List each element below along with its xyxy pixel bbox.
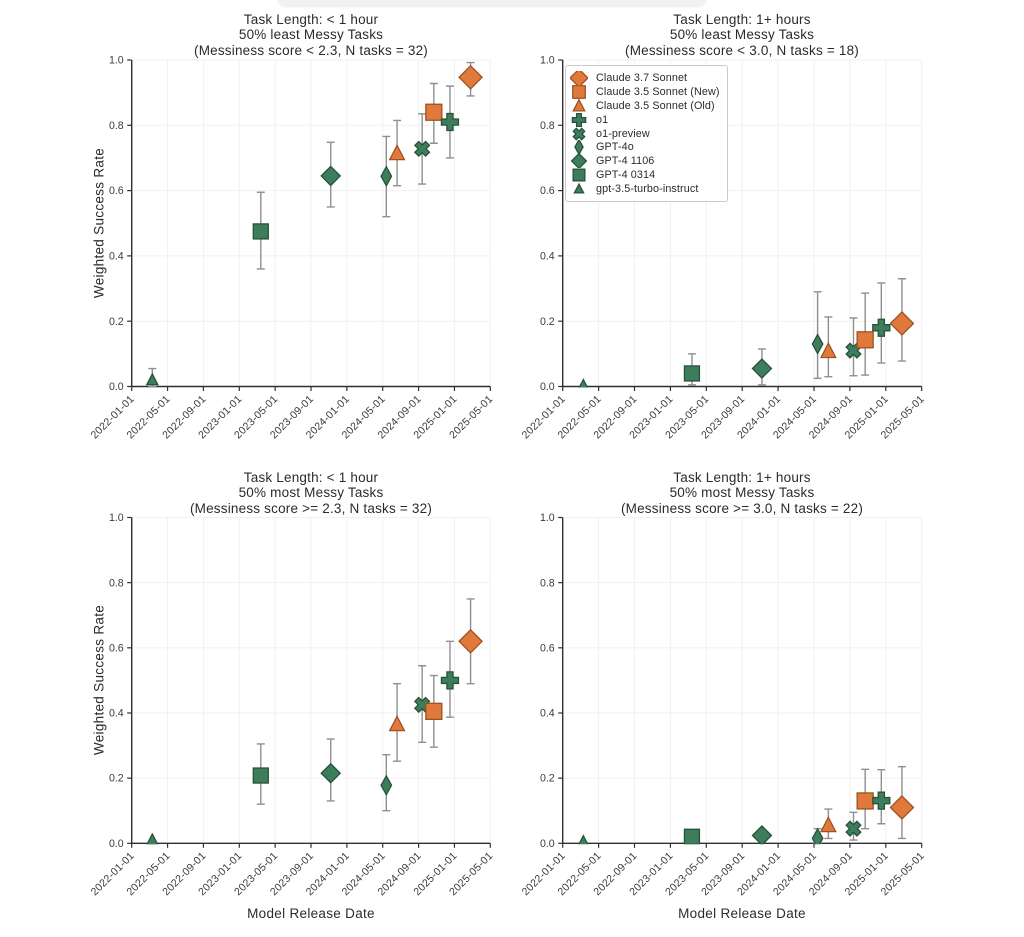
legend-item-claude-3.5-sonnet-old: Claude 3.5 Sonnet (Old) — [570, 98, 721, 113]
legend-label: GPT-4 0314 — [596, 169, 656, 182]
x-axis-label-right: Model Release Date — [678, 906, 806, 921]
title-line: (Messiness score >= 3.0, N tasks = 22) — [620, 500, 864, 516]
y-tick-label: 0.4 — [540, 251, 555, 263]
diamond-icon — [570, 154, 588, 169]
legend-item-o1: o1 — [570, 112, 721, 127]
x-icon — [572, 126, 586, 141]
y-tick-label: 0.4 — [540, 708, 555, 720]
y-tick-label: 0.2 — [540, 316, 555, 328]
y-tick-label: 1.0 — [540, 55, 555, 67]
y-tick-label: 0.8 — [540, 577, 555, 589]
title-line: (Messiness score < 2.3, N tasks = 32) — [194, 42, 428, 58]
subplot-title-top-left: Task Length: < 1 hour 50% least Messy Ta… — [131, 12, 491, 58]
legend: Claude 3.7 Sonnet Claude 3.5 Sonnet (New… — [565, 65, 728, 203]
title-line: 50% least Messy Tasks — [238, 27, 384, 43]
legend-label: Claude 3.7 Sonnet — [596, 71, 688, 84]
y-axis-label-top: Weighted Success Rate — [91, 147, 107, 299]
y-tick-label: 1.0 — [540, 512, 555, 524]
y-tick-label: 0.2 — [109, 773, 124, 785]
legend-label: GPT-4o — [596, 141, 634, 154]
legend-label: o1 — [596, 113, 609, 126]
legend-item-claude-3.7-sonnet: Claude 3.7 Sonnet — [570, 70, 721, 85]
plus-icon — [571, 112, 587, 127]
subplot-bottom-right: 2022-01-012022-05-012022-09-012023-01-01… — [520, 512, 927, 898]
thin-diamond-icon — [574, 140, 584, 155]
y-tick-label: 0.6 — [540, 185, 555, 197]
legend-item-o1-preview: o1-preview — [570, 126, 721, 141]
legend-item-claude-3.5-sonnet-new: Claude 3.5 Sonnet (New) — [570, 84, 721, 99]
title-line: 50% most Messy Tasks — [669, 485, 815, 501]
legend-label: gpt-3.5-turbo-instruct — [596, 183, 699, 196]
triangle-icon — [572, 98, 586, 112]
legend-label: Claude 3.5 Sonnet (Old) — [596, 99, 715, 112]
y-tick-label: 0.0 — [109, 381, 124, 393]
x-axis-label-left: Model Release Date — [247, 906, 375, 921]
subplot-title-bottom-right: Task Length: 1+ hours 50% most Messy Tas… — [562, 470, 922, 516]
y-tick-label: 0.6 — [109, 185, 124, 197]
subplot-top-left: 2022-01-012022-05-012022-09-012023-01-01… — [89, 55, 496, 442]
y-tick-label: 1.0 — [109, 512, 124, 524]
triangle-icon — [573, 182, 585, 194]
y-tick-label: 0.8 — [109, 577, 124, 589]
y-tick-label: 0.2 — [540, 773, 555, 785]
subplot-bottom-left: 2022-01-012022-05-012022-09-012023-01-01… — [89, 512, 496, 898]
y-tick-label: 0.0 — [109, 838, 124, 850]
window-chrome-remnant — [278, 0, 706, 7]
title-line: Task Length: < 1 hour — [243, 12, 379, 27]
y-tick-label: 0.6 — [109, 642, 124, 654]
legend-item-gpt-4o: GPT-4o — [570, 140, 721, 155]
title-line: (Messiness score >= 2.3, N tasks = 32) — [189, 500, 433, 516]
y-axis-label-bottom: Weighted Success Rate — [91, 604, 107, 756]
legend-item-gpt-4-0314: GPT-4 0314 — [570, 168, 721, 182]
subplot-title-bottom-left: Task Length: < 1 hour 50% most Messy Tas… — [131, 470, 491, 516]
y-tick-label: 0.0 — [540, 381, 555, 393]
title-line: Task Length: 1+ hours — [673, 470, 811, 485]
y-tick-label: 1.0 — [109, 55, 124, 67]
legend-label: GPT-4 1106 — [596, 155, 655, 168]
title-line: Task Length: 1+ hours — [673, 12, 811, 27]
y-tick-label: 0.4 — [109, 251, 124, 263]
y-tick-label: 0.0 — [540, 838, 555, 850]
title-line: (Messiness score < 3.0, N tasks = 18) — [625, 42, 859, 58]
y-tick-label: 0.8 — [109, 120, 124, 132]
y-tick-label: 0.8 — [540, 120, 555, 132]
title-line: 50% most Messy Tasks — [238, 485, 384, 501]
legend-item-gpt-4-1106: GPT-4 1106 — [570, 154, 721, 169]
subplot-title-top-right: Task Length: 1+ hours 50% least Messy Ta… — [562, 12, 922, 58]
diamond-icon — [570, 70, 588, 85]
title-line: 50% least Messy Tasks — [669, 27, 815, 43]
legend-label: o1-preview — [596, 127, 650, 140]
y-tick-label: 0.4 — [109, 708, 124, 720]
title-line: Task Length: < 1 hour — [243, 470, 379, 485]
square-icon — [572, 168, 586, 182]
y-tick-label: 0.2 — [109, 316, 124, 328]
y-tick-label: 0.6 — [540, 642, 555, 654]
square-icon — [572, 84, 586, 99]
legend-item-gpt-3.5-turbo-instruct: gpt-3.5-turbo-instruct — [570, 182, 721, 196]
legend-label: Claude 3.5 Sonnet (New) — [596, 85, 720, 98]
